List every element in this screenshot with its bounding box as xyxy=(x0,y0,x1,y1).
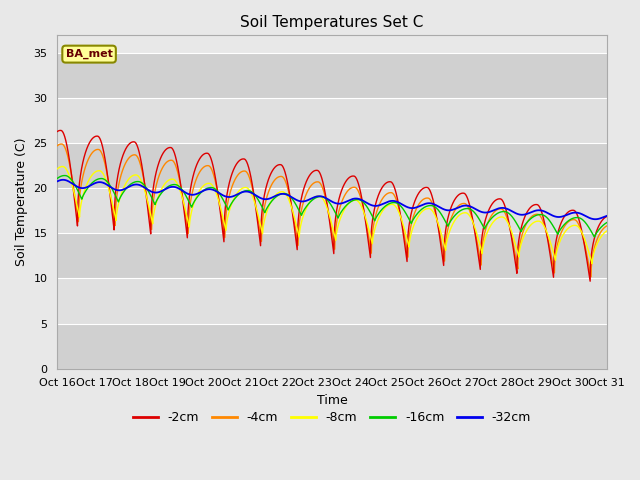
Text: BA_met: BA_met xyxy=(66,49,113,59)
X-axis label: Time: Time xyxy=(317,394,348,407)
Bar xyxy=(58,53,607,98)
Title: Soil Temperatures Set C: Soil Temperatures Set C xyxy=(241,15,424,30)
Bar xyxy=(58,324,607,369)
Y-axis label: Soil Temperature (C): Soil Temperature (C) xyxy=(15,138,28,266)
Legend: -2cm, -4cm, -8cm, -16cm, -32cm: -2cm, -4cm, -8cm, -16cm, -32cm xyxy=(128,406,536,429)
Bar xyxy=(58,144,607,189)
Bar xyxy=(58,98,607,144)
Bar xyxy=(58,278,607,324)
Bar xyxy=(58,189,607,233)
Bar xyxy=(58,233,607,278)
